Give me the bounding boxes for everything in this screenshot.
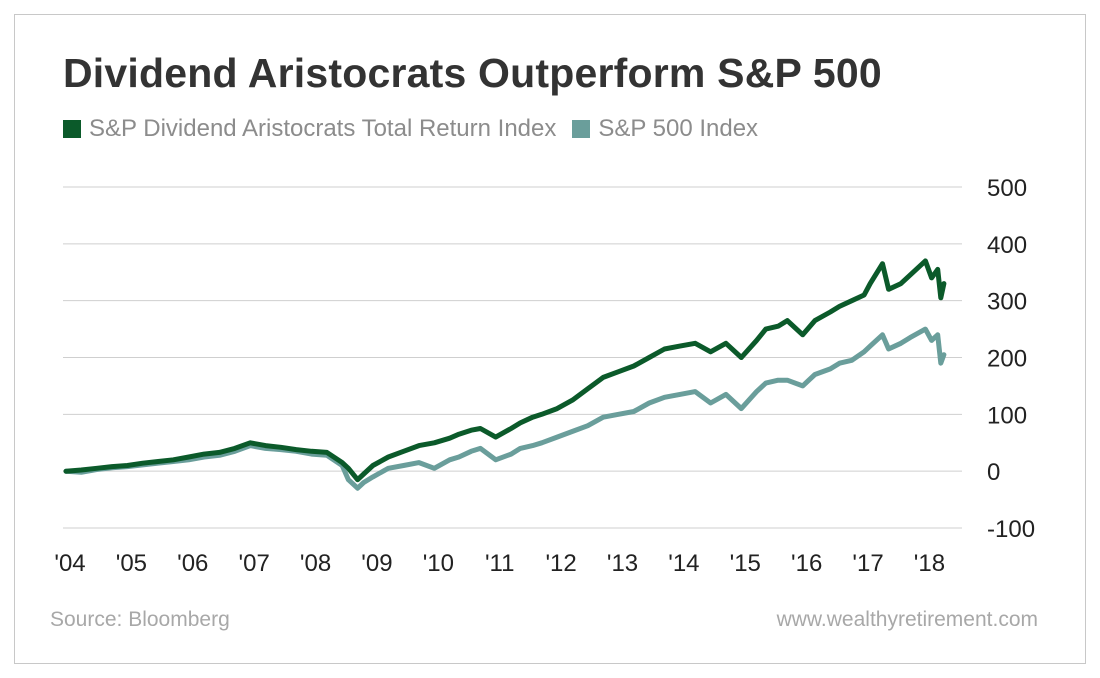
y-tick-label: -100	[987, 516, 1035, 543]
legend-swatch-aristocrats	[63, 120, 81, 138]
x-tick-label: '11	[485, 550, 515, 577]
legend-item-sp500: S&P 500 Index	[572, 115, 758, 143]
x-tick-label: '15	[730, 550, 761, 577]
x-tick-label: '06	[177, 550, 208, 577]
x-tick-label: '08	[300, 550, 331, 577]
y-tick-label: 300	[987, 289, 1027, 316]
x-tick-label: '12	[545, 550, 576, 577]
legend-item-aristocrats: S&P Dividend Aristocrats Total Return In…	[63, 115, 556, 143]
x-tick-label: '14	[668, 550, 699, 577]
legend-swatch-sp500	[572, 120, 591, 138]
y-tick-label: 100	[987, 402, 1027, 429]
x-tick-label: '18	[914, 550, 945, 577]
y-tick-label: 400	[987, 232, 1027, 259]
website-url: www.wealthyretirement.com	[776, 608, 1038, 631]
x-tick-label: '10	[423, 550, 454, 577]
y-tick-label: 0	[987, 459, 1000, 486]
y-tick-label: 200	[987, 346, 1027, 373]
x-tick-label: '05	[116, 550, 147, 577]
legend-label-aristocrats: S&P Dividend Aristocrats Total Return In…	[89, 115, 557, 142]
x-tick-label: '09	[361, 550, 392, 577]
y-tick-label: 500	[987, 175, 1027, 202]
x-tick-label: '07	[239, 550, 270, 577]
series-line-aristocrats	[63, 258, 947, 483]
x-tick-label: '16	[791, 550, 822, 577]
source-note: Source: Bloomberg	[50, 608, 230, 631]
series-line-sp500	[63, 326, 947, 491]
x-tick-label: '13	[607, 550, 638, 577]
chart-title: Dividend Aristocrats Outperform S&P 500	[63, 50, 882, 96]
chart-legend: S&P Dividend Aristocrats Total Return In…	[63, 115, 774, 143]
x-tick-label: '17	[852, 550, 883, 577]
x-tick-label: '04	[54, 550, 85, 577]
legend-label-sp500: S&P 500 Index	[598, 115, 759, 142]
